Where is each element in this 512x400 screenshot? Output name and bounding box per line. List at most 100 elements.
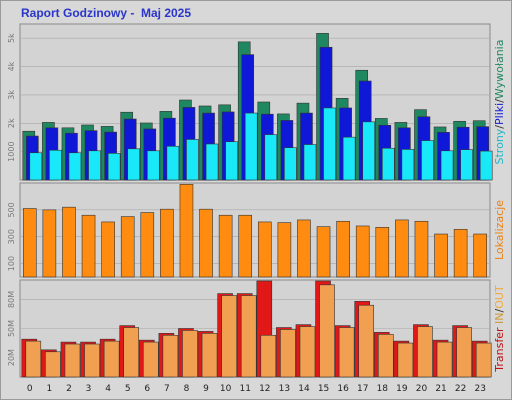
y-tick-label: 2k [7, 118, 16, 128]
bar-top-strony-5 [127, 148, 141, 181]
bar-top-strony-8 [186, 139, 199, 181]
bar-bottom-out-9 [201, 333, 218, 378]
y-tick-label: 80M [7, 291, 16, 308]
x-tick-label-23: 23 [474, 384, 485, 394]
y-tick-label: 3k [7, 90, 16, 100]
bar-middle-lokalizacje-18 [375, 227, 390, 278]
series-label-top: Strony/Pliki/Wywołania [493, 40, 506, 165]
bar-middle-lokalizacje-14 [297, 219, 311, 278]
series-label-part: OUT [493, 285, 506, 309]
bar-middle-lokalizacje-9 [199, 208, 213, 278]
bar-top-strony-15 [323, 107, 336, 181]
x-tick-label-20: 20 [416, 384, 428, 394]
bar-top-strony-10 [225, 141, 238, 181]
bar-top-strony-14 [303, 144, 317, 181]
bar-middle-lokalizacje-8 [179, 184, 194, 278]
bar-middle-lokalizacje-10 [218, 214, 233, 278]
x-tick-label-3: 3 [86, 384, 92, 394]
bar-middle-lokalizacje-11 [238, 214, 253, 278]
bar-middle-lokalizacje-1 [42, 209, 57, 278]
series-label-middle: Lokalizacje [493, 200, 506, 260]
bar-top-strony-16 [342, 136, 356, 181]
bar-top-strony-17 [362, 121, 376, 181]
x-tick-label-11: 11 [239, 384, 250, 394]
bar-bottom-out-11 [240, 295, 257, 378]
x-tick-label-7: 7 [164, 384, 170, 394]
bar-bottom-out-17 [358, 304, 375, 378]
bar-bottom-out-6 [142, 341, 159, 378]
bar-middle-lokalizacje-3 [81, 214, 96, 278]
bar-top-strony-4 [107, 153, 121, 181]
x-tick-label-14: 14 [298, 384, 310, 394]
bar-bottom-out-12 [260, 334, 277, 378]
series-label-bottom: Transfer IN/OUT [493, 285, 506, 373]
bar-top-strony-3 [88, 150, 101, 181]
series-label-part: Lokalizacje [493, 200, 506, 260]
bar-middle-lokalizacje-13 [277, 222, 292, 278]
bar-bottom-out-7 [162, 334, 179, 378]
bar-bottom-out-13 [280, 329, 296, 378]
bar-top-strony-23 [479, 150, 493, 181]
series-label-part: Pliki [493, 103, 506, 125]
x-tick-label-19: 19 [396, 384, 408, 394]
bar-bottom-out-8 [182, 330, 198, 378]
x-tick-label-15: 15 [318, 384, 329, 394]
bar-middle-lokalizacje-0 [22, 208, 37, 278]
y-tick-label: 4k [7, 61, 16, 71]
bar-bottom-out-10 [221, 295, 237, 378]
bar-top-strony-12 [264, 134, 278, 181]
bar-middle-lokalizacje-7 [160, 208, 174, 278]
x-tick-label-22: 22 [455, 384, 466, 394]
x-tick-label-5: 5 [125, 384, 131, 394]
x-tick-label-2: 2 [66, 384, 72, 394]
bar-bottom-out-0 [25, 340, 42, 378]
bar-bottom-out-14 [299, 326, 316, 378]
page-title: Raport Godzinowy - Maj 2025 [21, 6, 192, 20]
bar-middle-lokalizacje-23 [473, 233, 488, 278]
series-label-part: IN [493, 312, 506, 323]
y-tick-label: 5k [7, 33, 16, 43]
bar-bottom-out-22 [456, 327, 472, 378]
bar-bottom-out-15 [319, 284, 335, 378]
bar-top-strony-19 [401, 149, 415, 181]
bar-top-strony-11 [244, 112, 258, 181]
y-tick-label: 500 [7, 202, 16, 217]
bar-middle-lokalizacje-16 [336, 220, 350, 278]
bar-top-strony-9 [205, 143, 219, 181]
x-tick-label-10: 10 [220, 384, 232, 394]
bar-top-strony-7 [166, 145, 180, 181]
bar-middle-lokalizacje-2 [62, 206, 76, 278]
x-tick-label-4: 4 [105, 384, 111, 394]
series-label-part: Strony [493, 128, 506, 164]
bar-middle-lokalizacje-22 [453, 229, 468, 278]
bar-top-strony-1 [49, 149, 62, 181]
x-tick-label-13: 13 [279, 384, 290, 394]
bar-middle-lokalizacje-20 [414, 220, 429, 278]
plot-panel-middle [19, 182, 491, 278]
bar-top-strony-18 [381, 147, 395, 181]
x-tick-label-21: 21 [435, 384, 446, 394]
bar-bottom-out-16 [338, 327, 355, 378]
x-tick-label-0: 0 [27, 384, 33, 394]
x-tick-label-17: 17 [357, 384, 368, 394]
bar-bottom-out-5 [123, 327, 140, 378]
bar-middle-lokalizacje-17 [355, 225, 370, 278]
x-tick-label-16: 16 [337, 384, 349, 394]
series-label-part: Transfer [493, 327, 506, 373]
bar-bottom-out-1 [45, 351, 61, 378]
bar-middle-lokalizacje-4 [101, 221, 115, 278]
x-tick-label-1: 1 [47, 384, 53, 394]
y-tick-label: 50M [7, 320, 16, 337]
bar-bottom-out-19 [397, 342, 414, 378]
x-tick-label-18: 18 [377, 384, 389, 394]
series-label-part: Wywołania [493, 40, 506, 100]
bar-bottom-out-4 [103, 340, 120, 378]
series-label-part: / [493, 125, 506, 129]
x-tick-label-8: 8 [184, 384, 190, 394]
bar-bottom-out-21 [436, 341, 453, 378]
bar-top-strony-22 [460, 149, 473, 181]
y-tick-label: 1000 [7, 141, 16, 161]
bar-top-strony-6 [146, 150, 160, 181]
bar-top-strony-21 [440, 150, 454, 181]
